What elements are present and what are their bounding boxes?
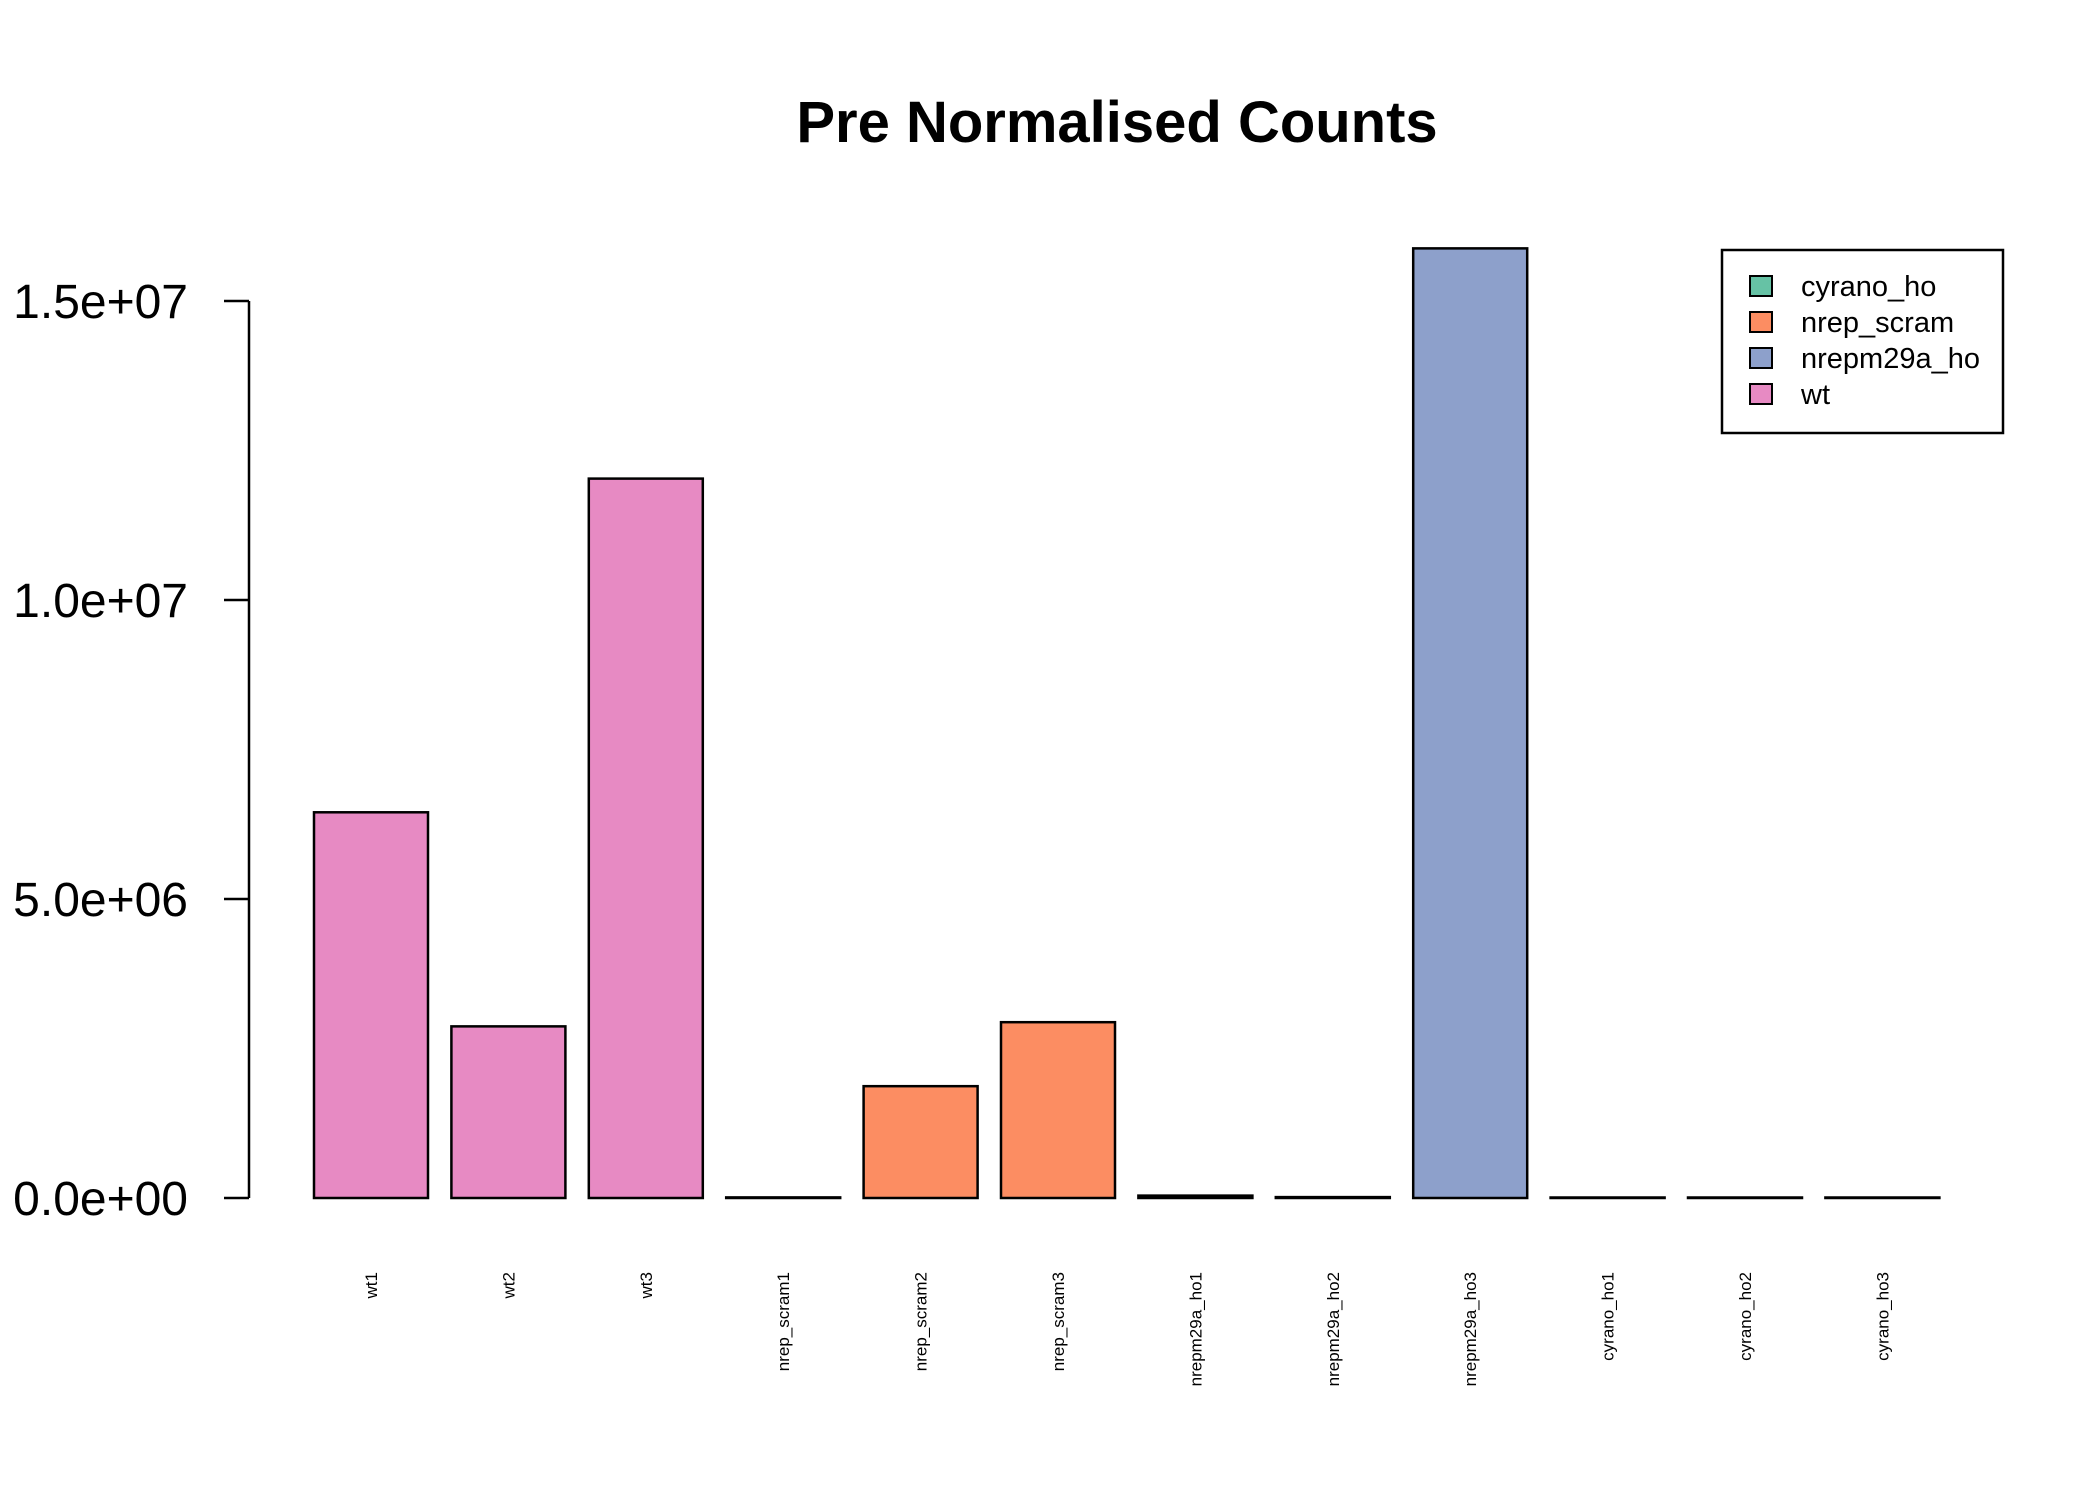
legend-label: wt (1800, 379, 1830, 411)
chart-title: Pre Normalised Counts (796, 90, 1437, 155)
legend-label: cyrano_ho (1801, 271, 1936, 303)
x-tick-label: nrep_scram1 (774, 1272, 793, 1371)
legend-swatch-nrepm29a_ho (1749, 347, 1773, 369)
y-tick-label: 0.0e+00 (13, 1173, 188, 1226)
bar-nrepm29a_ho1 (1137, 1194, 1254, 1200)
bar-wt2 (450, 1025, 567, 1200)
x-tick-label: nrep_scram2 (912, 1272, 931, 1371)
y-tick-label: 1.5e+07 (13, 276, 188, 329)
bar-cyrano_ho1 (1549, 1196, 1666, 1200)
x-tick-label: wt2 (499, 1272, 518, 1299)
x-tick-label: nrepm29a_ho2 (1324, 1272, 1343, 1386)
legend-swatch-cyrano_ho (1749, 275, 1773, 297)
x-tick-label: nrepm29a_ho1 (1186, 1272, 1205, 1386)
bars (312, 247, 1941, 1200)
bar-cyrano_ho2 (1686, 1196, 1804, 1200)
bar-nrepm29a_ho3 (1411, 247, 1529, 1200)
x-tick-label: nrepm29a_ho3 (1461, 1272, 1480, 1386)
y-tick-label: 1.0e+07 (13, 575, 188, 628)
x-tick-label: wt3 (637, 1272, 656, 1299)
x-tick-label: nrep_scram3 (1049, 1272, 1068, 1371)
bar-wt3 (587, 477, 705, 1200)
bar-nrep_scram2 (862, 1084, 979, 1200)
x-tick-label: cyrano_ho3 (1873, 1272, 1892, 1361)
y-tick-label: 5.0e+06 (13, 874, 188, 927)
y-axis: 0.0e+00 5.0e+06 1.0e+07 1.5e+07 (13, 276, 251, 1226)
legend-swatch-nrep_scram (1749, 311, 1773, 333)
x-tick-label: cyrano_ho2 (1736, 1272, 1755, 1361)
legend-label: nrepm29a_ho (1801, 343, 1980, 375)
legend-swatch-wt (1749, 383, 1773, 405)
x-tick-label: cyrano_ho1 (1599, 1272, 1618, 1361)
bar-wt1 (312, 811, 430, 1200)
bar-nrepm29a_ho2 (1274, 1195, 1392, 1200)
bar-nrep_scram3 (999, 1020, 1117, 1200)
x-tick-label: wt1 (362, 1272, 381, 1299)
x-axis-labels: wt1 wt2 wt3 nrep_scram1 nrep_scram2 nrep_scra… (362, 1272, 1892, 1386)
bar-nrep_scram1 (724, 1196, 842, 1200)
legend-label: nrep_scram (1801, 307, 1954, 339)
bar-cyrano_ho3 (1824, 1196, 1941, 1200)
